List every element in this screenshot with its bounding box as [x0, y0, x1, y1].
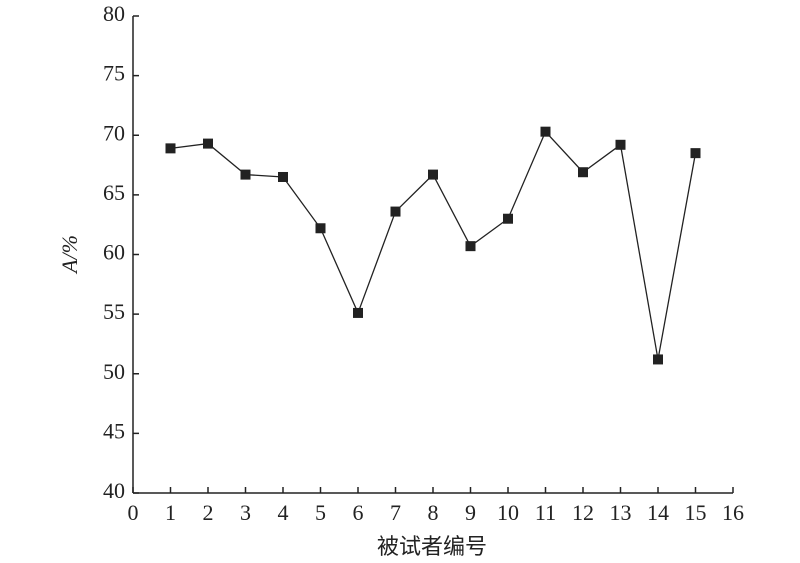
- marker: [503, 213, 513, 224]
- y-tick-label: 45: [103, 418, 125, 443]
- x-tick-label: 3: [240, 500, 251, 525]
- series-line: [170, 130, 697, 360]
- x-tick-label: 0: [128, 500, 139, 525]
- x-tick-label: 8: [428, 500, 439, 525]
- marker: [540, 126, 551, 137]
- marker: [315, 223, 326, 234]
- y-tick-label: 65: [103, 180, 125, 205]
- x-tick-label: 11: [535, 500, 556, 525]
- x-tick-label: 1: [165, 500, 176, 525]
- x-axis-label: 被试者编号: [377, 534, 487, 559]
- y-tick-label: 55: [103, 299, 125, 324]
- marker: [615, 139, 626, 150]
- y-axis-label: A/%: [57, 235, 82, 275]
- marker: [278, 171, 288, 182]
- marker: [240, 169, 251, 180]
- marker: [428, 169, 438, 180]
- x-tick-label: 12: [572, 500, 594, 525]
- y-tick-label: 70: [103, 120, 125, 145]
- y-tick-label: 40: [103, 478, 125, 503]
- x-tick-label: 4: [278, 500, 289, 525]
- x-tick-label: 7: [390, 500, 401, 525]
- x-tick-label: 9: [465, 500, 476, 525]
- x-tick-label: 15: [685, 500, 707, 525]
- x-tick-label: 16: [722, 500, 744, 525]
- y-tick-label: 60: [103, 240, 125, 265]
- x-tick-label: 5: [315, 500, 326, 525]
- marker: [203, 138, 213, 149]
- marker: [465, 241, 476, 252]
- marker: [353, 307, 363, 318]
- marker: [690, 148, 701, 159]
- x-tick-label: 2: [203, 500, 214, 525]
- y-tick-label: 50: [103, 359, 125, 384]
- x-tick-label: 14: [647, 500, 669, 525]
- marker: [390, 206, 401, 217]
- y-tick-label: 80: [103, 1, 125, 26]
- y-tick-label: 75: [103, 61, 125, 86]
- x-tick-label: 13: [610, 500, 632, 525]
- marker: [653, 354, 663, 365]
- x-tick-label: 6: [353, 500, 364, 525]
- marker: [165, 143, 176, 154]
- marker: [578, 167, 588, 178]
- x-tick-label: 10: [497, 500, 519, 525]
